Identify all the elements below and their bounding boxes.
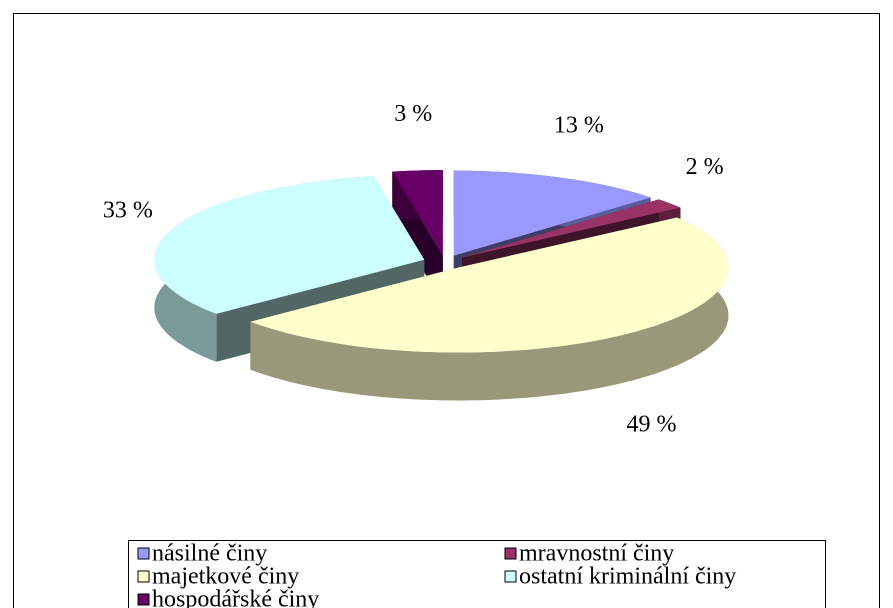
- slice: [453, 170, 651, 256]
- legend-label: mravnostní činy: [519, 541, 674, 567]
- legend-swatch: [137, 547, 150, 560]
- slice: [250, 217, 729, 353]
- slice: [462, 199, 681, 258]
- slice: [154, 176, 425, 314]
- legend-label: hospodářské činy: [152, 587, 319, 608]
- legend-label: násilné činy: [152, 541, 267, 567]
- legend-label: ostatní kriminální činy: [519, 564, 736, 590]
- data-label: 3 %: [394, 101, 432, 127]
- slice: [392, 170, 443, 256]
- legend-label: majetkové činy: [152, 564, 299, 590]
- legend-swatch: [137, 593, 150, 606]
- pie: 13 % 2 % 49 % 33 % 3 %: [103, 101, 729, 438]
- data-label: 33 %: [103, 198, 153, 224]
- legend-frame: [128, 540, 826, 608]
- slice-wall: [250, 217, 729, 401]
- legend-swatch: [504, 547, 517, 560]
- data-label: 13 %: [554, 113, 604, 139]
- legend-swatch: [137, 570, 150, 583]
- data-label: 2 %: [686, 154, 724, 180]
- legend-swatch: [504, 570, 517, 583]
- legend: násilné činy mravnostní činy majetkové čin…: [137, 541, 736, 608]
- data-label: 49 %: [627, 412, 677, 438]
